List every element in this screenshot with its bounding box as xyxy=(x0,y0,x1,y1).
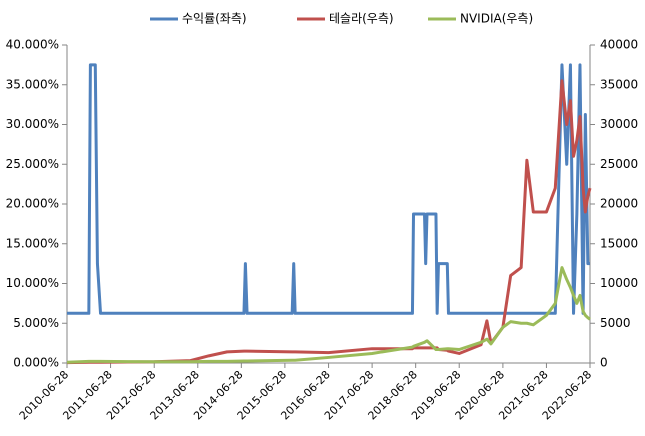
y2-tick-label: 15000 xyxy=(600,236,638,250)
legend-label: NVIDIA(우측) xyxy=(460,12,533,26)
y2-tick-label: 5000 xyxy=(600,316,631,330)
y2-tick-label: 10000 xyxy=(600,276,638,290)
y2-tick-label: 30000 xyxy=(600,117,638,131)
y-tick-label: 35.000% xyxy=(6,77,59,91)
y2-tick-label: 20000 xyxy=(600,197,638,211)
series-line xyxy=(66,266,591,364)
y-tick-label: 30.000% xyxy=(6,117,59,131)
y-tick-label: 15.000% xyxy=(6,236,59,250)
y2-tick-label: 25000 xyxy=(600,157,638,171)
y2-tick-label: 40000 xyxy=(600,38,638,52)
legend-label: 수익률(좌측) xyxy=(182,12,247,26)
y2-tick-label: 0 xyxy=(600,356,608,370)
series-line xyxy=(67,63,590,315)
series-line xyxy=(66,79,592,365)
y-tick-label: 5.000% xyxy=(13,316,59,330)
y-tick-label: 25.000% xyxy=(6,157,59,171)
legend-label: 테슬라(우측) xyxy=(329,12,394,26)
y-tick-label: 10.000% xyxy=(6,276,59,290)
y-tick-label: 40.000% xyxy=(6,38,59,52)
y-tick-label: 20.000% xyxy=(6,197,59,211)
y-tick-label: 0.000% xyxy=(13,356,59,370)
y2-tick-label: 35000 xyxy=(600,77,638,91)
